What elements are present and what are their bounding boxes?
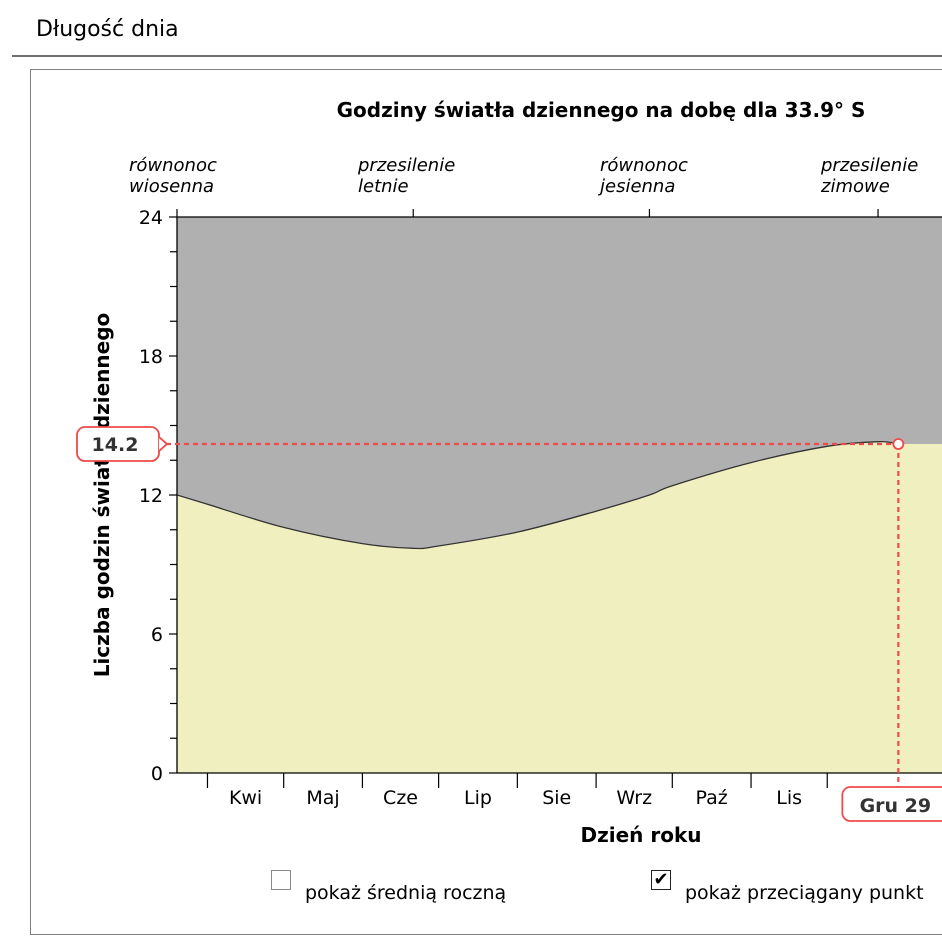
event-label: przesilenie [357,155,455,176]
x-tick-label: Kwi [229,787,262,809]
x-axis: Kwi Maj Cze Lip Sie Wrz Paź Lis [177,772,942,809]
x-tick-label: Lis [776,787,802,809]
event-label: wiosenna [129,176,214,197]
page-title: Długość dnia [36,17,179,42]
event-label: jesienna [597,176,675,197]
x-tick-label: Paź [696,787,728,809]
marker-handle[interactable] [892,438,905,450]
y-tick-label: 0 [151,763,163,785]
x-tick-label: Cze [383,787,418,809]
event-label: letnie [358,176,409,197]
event-label: równonoc [129,155,217,176]
chart-title: Godziny światła dziennego na dobę dla 33… [337,98,866,122]
y-tick-label: 12 [139,485,163,507]
marker-y-callout-pointer [158,436,169,452]
x-tick-label: Lip [464,787,492,809]
show-drag-point-control[interactable]: ✔ pokaż przeciągany punkt [651,870,924,904]
x-tick-label: Maj [306,787,339,809]
header-divider [12,55,942,57]
checkmark-icon: ✔ [653,869,669,890]
event-label: zimowe [820,176,890,197]
event-axis: równonocwiosennaprzesilenieletnierównono… [129,155,942,218]
daylight-curve [177,441,899,550]
chart-panel: 0 6 12 18 24 Kwi Maj Cze Lip Sie Wrz Paź Lis równon… [30,69,942,935]
daylight-area [177,441,942,773]
y-axis-label: Liczba godzin światła dziennego [90,313,114,678]
show-drag-point-label: pokaż przeciągany punkt [685,882,924,904]
y-tick-label: 18 [139,346,163,368]
show-average-checkbox[interactable] [271,870,291,890]
show-drag-point-checkbox[interactable]: ✔ [651,870,671,890]
event-label: równonoc [600,155,688,176]
event-label: przesilenie [820,155,918,176]
x-axis-label: Dzień roku [580,823,701,847]
x-tick-label: Wrz [616,787,652,809]
marker-y-value: 14.2 [92,434,139,456]
marker-x-value: Gru 29 [860,795,932,817]
show-average-label: pokaż średnią roczną [305,882,507,904]
y-axis: 0 6 12 18 24 [139,207,178,785]
page-header: Długość dnia [0,0,942,58]
y-tick-label: 24 [139,207,163,229]
show-average-control[interactable]: pokaż średnią roczną [271,870,506,904]
daylight-chart: 0 6 12 18 24 Kwi Maj Cze Lip Sie Wrz Paź Lis równon… [76,98,942,847]
x-tick-label: Sie [542,787,571,809]
drag-marker[interactable]: 14.2 Gru 29 [76,426,942,822]
marker-x-callout [841,786,942,822]
y-tick-label: 6 [151,624,163,646]
